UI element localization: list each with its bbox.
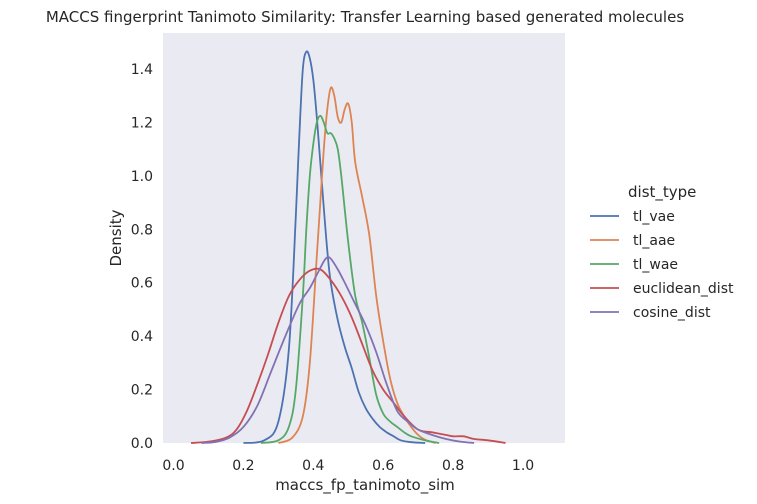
- chart-title: MACCS fingerprint Tanimoto Similarity: T…: [46, 8, 684, 26]
- x-tick-label: 0.2: [232, 458, 254, 474]
- series-line-cosine-dist: [201, 256, 475, 444]
- legend-label: tl_wae: [633, 257, 678, 273]
- y-tick-label: 0.2: [131, 383, 153, 399]
- x-axis-label: maccs_fp_tanimoto_sim: [275, 476, 455, 495]
- x-tick-label: 0.6: [372, 458, 394, 474]
- x-tick-label: 0.0: [162, 458, 184, 474]
- y-axis-ticks: 0.0 0.2 0.4 0.6 0.8 1.0 1.2 1.4: [131, 62, 153, 452]
- y-tick-label: 0.0: [131, 436, 153, 452]
- density-curves: [190, 50, 506, 444]
- y-tick-label: 1.0: [131, 169, 153, 185]
- legend-label: euclidean_dist: [633, 281, 734, 297]
- y-tick-label: 1.4: [131, 62, 153, 78]
- legend: dist_type tl_vae tl_aae tl_wae euclidean_di…: [590, 183, 734, 321]
- legend-label: tl_vae: [633, 209, 675, 225]
- x-tick-label: 0.8: [442, 458, 464, 474]
- x-tick-label: 0.4: [302, 458, 324, 474]
- series-line-tl-vae: [243, 50, 426, 444]
- y-axis-label: Density: [107, 209, 125, 266]
- plot-area: [163, 33, 565, 443]
- legend-label: cosine_dist: [633, 305, 711, 321]
- series-line-euclidean-dist: [190, 267, 506, 444]
- legend-label: tl_aae: [633, 233, 675, 249]
- y-tick-label: 0.8: [131, 222, 153, 238]
- x-tick-label: 1.0: [512, 458, 534, 474]
- x-axis-ticks: 0.0 0.2 0.4 0.6 0.8 1.0: [162, 458, 534, 474]
- legend-title: dist_type: [628, 183, 696, 202]
- y-tick-label: 0.6: [131, 276, 153, 292]
- y-tick-label: 0.4: [131, 329, 153, 345]
- y-tick-label: 1.2: [131, 115, 153, 131]
